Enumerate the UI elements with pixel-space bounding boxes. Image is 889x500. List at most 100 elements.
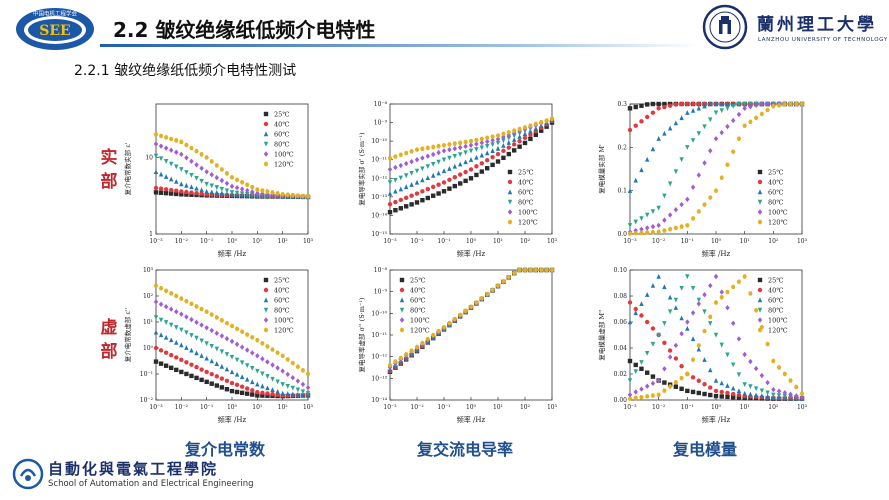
- mod_imag-point: [702, 357, 707, 362]
- mod_real-point: [713, 101, 719, 107]
- mod_imag-point: [753, 392, 759, 398]
- eps_imag-point: [239, 390, 245, 396]
- sigma_real-point: [495, 136, 501, 142]
- sigma_real-point: [506, 151, 511, 157]
- sigma_imag-point: [393, 359, 398, 364]
- sigma_imag-ytick-label: 10⁻¹⁴: [371, 397, 387, 404]
- eps_real-point: [219, 186, 225, 192]
- eps_imag-point: [245, 376, 250, 382]
- mod_imag-point: [771, 392, 776, 398]
- eps_real-ytick-label: 10: [145, 154, 153, 161]
- mod_imag-ytick-label: 0.04: [614, 345, 628, 352]
- eps_imag-point: [179, 296, 184, 301]
- mod_real-point: [742, 123, 747, 128]
- mod_imag-point: [799, 394, 805, 401]
- mod_real-point: [782, 102, 787, 107]
- mod_real-point: [799, 101, 805, 107]
- mod_real-xtick-label: 10⁻³: [623, 238, 637, 245]
- eps_imag-point: [285, 371, 290, 378]
- sigma_real-series-5: [387, 116, 555, 161]
- eps_imag-point: [214, 361, 219, 366]
- mod_imag-point: [685, 388, 690, 394]
- eps_real-point: [214, 189, 219, 195]
- sigma_imag-xtick-label: 10⁻²: [410, 404, 424, 411]
- eps_real-legend-marker: [263, 161, 269, 167]
- mod_imag-point: [696, 390, 701, 396]
- eps_real-point: [250, 184, 255, 190]
- mod_imag-xtick-label: 10⁻¹: [681, 404, 694, 411]
- sigma_real-point: [387, 202, 393, 207]
- mod_imag-point: [656, 332, 661, 338]
- eps_real-point: [163, 190, 169, 196]
- sigma_imag-point: [436, 328, 441, 334]
- mod_imag-point: [679, 375, 684, 381]
- eps_imag-point: [239, 384, 245, 389]
- mod_real-point: [690, 101, 696, 107]
- eps_imag-point: [255, 393, 260, 398]
- eps_real-point: [153, 169, 159, 174]
- eps_real-point: [229, 175, 235, 180]
- mod_real-point: [639, 216, 644, 221]
- mod_imag-point: [725, 352, 730, 358]
- eps_real-point: [209, 159, 214, 164]
- mod_real-point: [645, 212, 650, 218]
- sigma_real-point: [463, 150, 468, 156]
- sigma_real-point: [425, 164, 430, 170]
- sigma_real-legend-marker: [507, 199, 513, 205]
- sigma_real-point: [528, 132, 533, 137]
- mod_real-legend-marker: [757, 199, 763, 205]
- sigma_real-point: [479, 152, 484, 158]
- sigma_real-point: [393, 164, 398, 171]
- eps_imag-point: [280, 368, 285, 374]
- mod_real-point: [662, 104, 667, 110]
- eps_real-point: [158, 133, 164, 139]
- mod_real-point: [662, 130, 667, 136]
- eps_imag-legend-label: 80℃: [274, 306, 290, 314]
- sigma_real-point: [441, 143, 447, 148]
- eps_real-point: [158, 156, 164, 162]
- eps_imag-point: [204, 379, 209, 385]
- sigma_real-point: [517, 134, 522, 139]
- sigma_real-point: [387, 190, 393, 196]
- eps_real-xtick-label: 10⁻²: [175, 238, 189, 245]
- row-label-real-char2: 部: [100, 172, 118, 192]
- eps_real-point: [255, 190, 260, 197]
- sigma_real-ytick-label: 10⁻¹⁵: [371, 231, 387, 238]
- eps_real-point: [153, 190, 159, 195]
- eps_imag-point: [250, 350, 255, 356]
- eps_imag-point: [300, 368, 306, 373]
- mod_imag-point: [725, 390, 730, 396]
- eps_imag-point: [184, 345, 189, 350]
- mod_real-point: [731, 149, 736, 154]
- mod_real-xtick-label: 10²: [768, 238, 779, 245]
- eps_imag-point: [174, 339, 179, 345]
- sigma_real-point: [468, 167, 474, 172]
- eps_imag-legend-marker: [263, 327, 269, 333]
- eps_real-xtick-label: 10¹: [252, 238, 262, 245]
- sigma_imag-svg: 10⁻³ 10⁻² 10⁻¹ 10⁰ 10¹ 10² 10³ 10⁻¹⁴ 10⁻¹³ 10⁻¹² 1…: [357, 267, 558, 424]
- sigma_real-point: [414, 200, 420, 205]
- mod_imag-xtick-label: 10⁰: [711, 404, 722, 411]
- mod_real-point: [667, 103, 673, 108]
- mod_real-ytick-label: 0.0: [617, 231, 627, 238]
- eps_imag-point: [179, 342, 184, 348]
- mod_imag-point: [736, 279, 742, 284]
- mod_imag-point: [673, 305, 679, 310]
- mod_imag-point: [650, 326, 656, 331]
- eps_imag-point: [265, 391, 270, 396]
- mod_imag-point: [667, 384, 673, 389]
- mod_real-point: [725, 123, 730, 130]
- mod_imag-point: [633, 389, 638, 395]
- eps_imag-point: [295, 387, 301, 393]
- university-name-en: LANZHOU UNIVERSITY OF TECHNOLOGY: [758, 37, 888, 43]
- sigma_real-point: [398, 162, 403, 169]
- eps_real-point: [295, 193, 301, 198]
- eps_imag-point: [285, 391, 290, 396]
- sigma_imag-plot-frame: [389, 269, 553, 401]
- mod_real-point: [633, 104, 638, 110]
- mod_real-point: [702, 202, 707, 207]
- sigma_imag-point: [387, 363, 393, 368]
- mod_imag-point: [782, 371, 787, 377]
- mod_real-point: [685, 223, 690, 228]
- eps_real-point: [239, 180, 245, 185]
